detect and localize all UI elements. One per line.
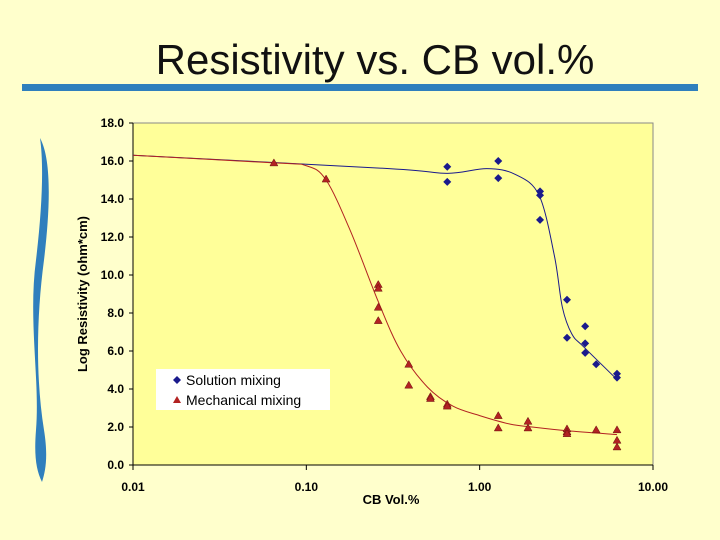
mechanical-mixing-point xyxy=(404,359,414,368)
y-tick-label: 8.0 xyxy=(107,306,124,320)
mechanical-mixing-point xyxy=(373,283,383,292)
solution-mixing-point xyxy=(443,162,452,171)
mechanical-mixing-point xyxy=(404,380,414,389)
y-tick-label: 6.0 xyxy=(107,344,124,358)
mechanical-mixing-point xyxy=(373,302,383,311)
mechanical-mixing-point xyxy=(321,174,331,183)
solution-mixing-point xyxy=(613,373,622,382)
legend-label-mechanical: Mechanical mixing xyxy=(186,392,301,408)
solution-mixing-point xyxy=(494,157,503,165)
mechanical-mixing-point xyxy=(373,316,383,324)
y-tick-label: 18.0 xyxy=(101,116,125,130)
x-tick-label: 0.10 xyxy=(295,480,319,494)
y-tick-label: 4.0 xyxy=(107,382,124,396)
y-tick-label: 10.0 xyxy=(101,268,125,282)
solution-mixing-point xyxy=(562,333,571,342)
plot-area xyxy=(132,122,654,466)
legend-diamond-marker xyxy=(173,376,181,384)
solution-mixing-point xyxy=(592,360,601,369)
y-tick-label: 2.0 xyxy=(107,420,124,434)
legend: Solution mixing Mechanical mixing xyxy=(156,369,330,410)
mechanical-mixing-point xyxy=(426,393,435,402)
solution-mixing-point xyxy=(581,348,590,357)
slide-title: Resistivity vs. CB vol.% xyxy=(155,36,595,83)
x-tick-label: 10.00 xyxy=(638,480,668,494)
y-tick-label: 16.0 xyxy=(101,154,125,168)
mechanical-mixing-point xyxy=(612,425,622,434)
mechanical-mixing-point xyxy=(269,158,279,167)
title-underline xyxy=(22,84,698,91)
legend-label-solution: Solution mixing xyxy=(186,372,281,388)
mechanical-mixing-point xyxy=(562,429,572,437)
solution-mixing-point xyxy=(562,295,571,304)
solution-mixing-point xyxy=(581,339,590,348)
mechanical-mixing-point xyxy=(591,425,601,434)
mechanical-mixing-point xyxy=(442,401,452,410)
x-tick-label: 1.00 xyxy=(468,480,492,494)
mechanical-mixing-point xyxy=(612,442,622,451)
decorative-wave xyxy=(33,138,49,482)
y-tick-label: 0.0 xyxy=(107,458,124,472)
solution-mixing-point xyxy=(536,215,545,224)
legend-triangle-marker xyxy=(173,396,181,403)
y-axis-label: Log Resistivity (ohm*cm) xyxy=(75,216,90,372)
solution-mixing-point xyxy=(536,191,545,200)
x-tick-label: 0.01 xyxy=(121,480,145,494)
solution-mixing-point xyxy=(581,322,590,331)
x-axis-label: CB Vol.% xyxy=(363,492,420,507)
mechanical-mixing-point xyxy=(493,423,503,432)
solution-mixing-point xyxy=(494,174,503,183)
y-tick-label: 14.0 xyxy=(101,192,125,206)
y-tick-label: 12.0 xyxy=(101,230,125,244)
solution-mixing-point xyxy=(443,177,452,186)
mechanical-mixing-point xyxy=(523,423,533,432)
mechanical-mixing-point xyxy=(493,411,503,419)
trendline-solution xyxy=(132,154,618,380)
